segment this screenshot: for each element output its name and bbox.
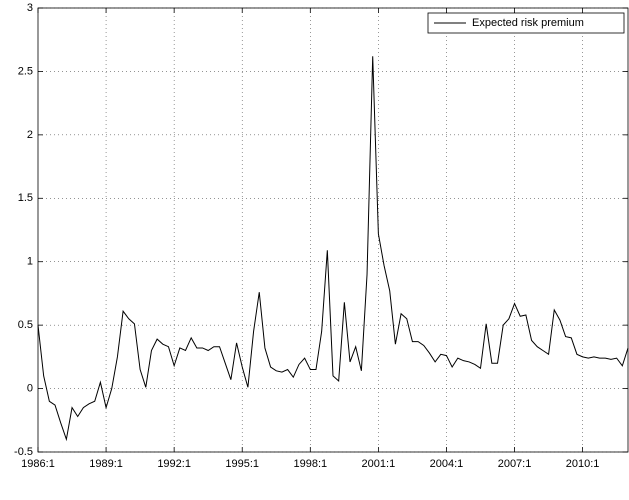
y-tick-label: 2 [27,129,33,141]
x-tick-label: 2010:1 [566,458,600,470]
x-tick-label: 1998:1 [293,458,327,470]
y-tick-label: 0 [27,382,33,394]
y-tick-label: 1 [27,256,33,268]
x-tick-label: 2004:1 [430,458,464,470]
legend-label: Expected risk premium [472,17,584,29]
plot-area [38,8,628,452]
x-tick-label: 1989:1 [89,458,123,470]
x-tick-label: 1995:1 [225,458,259,470]
y-tick-label: 0.5 [18,319,33,331]
series-line [37,56,629,442]
y-tick-label: 3 [27,2,33,14]
y-tick-label: 2.5 [18,65,33,77]
axes-box [37,7,629,453]
y-tick-label: 1.5 [18,192,33,204]
x-tick-label: 2007:1 [498,458,532,470]
x-tick-label: 2001:1 [362,458,396,470]
x-tick-label: 1986:1 [21,458,55,470]
y-tick-label: -0.5 [14,446,33,458]
legend-box [427,12,625,34]
x-tick-label: 1992:1 [157,458,191,470]
